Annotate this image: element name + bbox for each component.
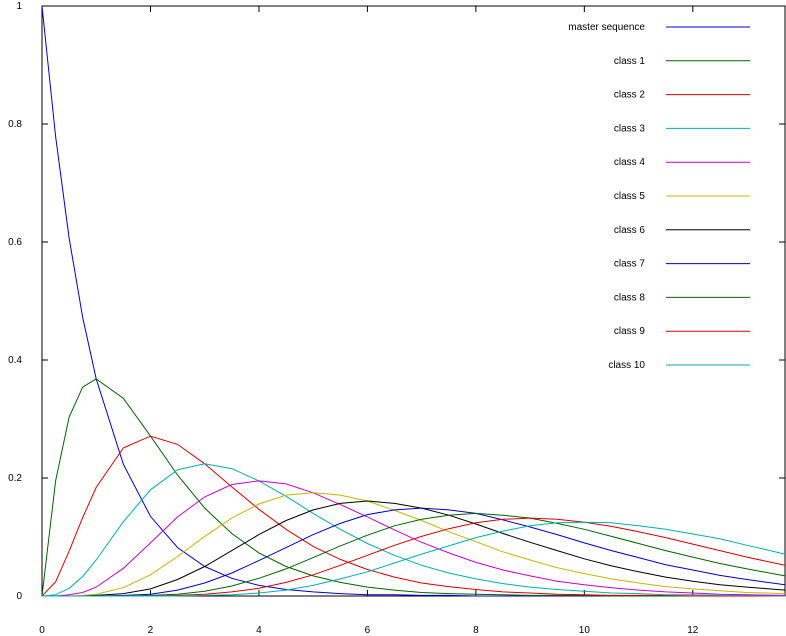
legend-label-class-5: class 5	[614, 191, 646, 202]
x-tick-label: 12	[687, 625, 699, 636]
legend-label-master-sequence: master sequence	[568, 22, 645, 33]
plot-frame	[41, 5, 786, 597]
legend-label-class-8: class 8	[614, 292, 646, 303]
x-tick-label: 0	[39, 625, 45, 636]
legend-label-class-3: class 3	[614, 123, 646, 134]
series-line-class-8	[42, 512, 786, 597]
x-tick-label: 8	[473, 625, 479, 636]
legend-label-class-2: class 2	[614, 90, 646, 101]
axis-ticks: 0 2 4 6 8 10 12 0 0.2 0.4 0.6 0.8 1	[8, 1, 785, 636]
series-line-class-10	[42, 521, 786, 597]
series-line-class-4	[42, 480, 786, 597]
series-lines	[41, 5, 786, 597]
x-tick-label: 2	[148, 625, 154, 636]
x-tick-label: 6	[365, 625, 371, 636]
y-tick-label: 0.6	[8, 237, 22, 248]
legend-label-class-1: class 1	[614, 56, 646, 67]
series-line-class-6	[42, 500, 786, 597]
legend-label-class-7: class 7	[614, 259, 646, 270]
series-line-class-2	[41, 435, 785, 597]
y-tick-label: 0.2	[8, 473, 22, 484]
x-tick-label: 4	[256, 625, 262, 636]
legend-label-class-4: class 4	[614, 157, 646, 168]
legend-label-class-6: class 6	[614, 225, 646, 236]
legend-label-class-9: class 9	[614, 326, 646, 337]
y-tick-label: 0.4	[8, 355, 22, 366]
y-tick-label: 1	[16, 1, 22, 12]
y-tick-label: 0	[16, 591, 22, 602]
legend: master sequence class 1 class 2 class 3 clas…	[568, 22, 750, 371]
series-line-class-5	[42, 492, 786, 597]
series-line-class-3	[41, 463, 786, 597]
y-tick-label: 0.8	[8, 119, 22, 130]
legend-label-class-10: class 10	[608, 360, 645, 371]
x-tick-label: 10	[579, 625, 591, 636]
series-line-class-1	[41, 378, 785, 597]
